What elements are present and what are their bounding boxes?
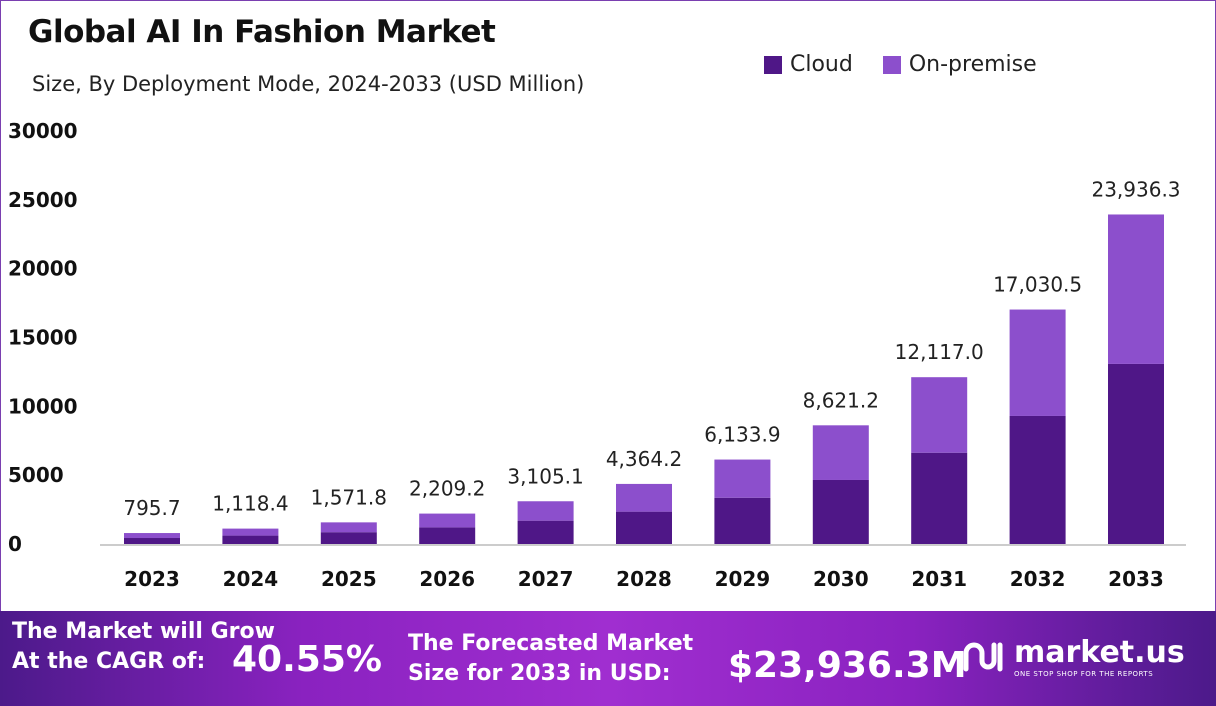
data-label-2033: 23,936.3 — [1091, 177, 1180, 201]
data-label-2025: 1,571.8 — [311, 485, 387, 509]
bar-cloud-2032 — [1009, 415, 1066, 544]
cagr-label-line1: The Market will Grow — [12, 619, 275, 644]
bar-cloud-2023 — [124, 538, 180, 544]
x-tick-label: 2027 — [518, 567, 574, 591]
bar-chart: 0 5000 10000 15000 20000 25000 30000 795.7 2023 1… — [8, 119, 1186, 591]
bar-on-premise-2024 — [222, 528, 279, 536]
data-label-2028: 4,364.2 — [606, 447, 682, 471]
data-label-2032: 17,030.5 — [993, 273, 1082, 297]
x-tick-label: 2032 — [1010, 567, 1066, 591]
bar-cloud-2033 — [1108, 363, 1164, 544]
y-tick-label: 15000 — [8, 326, 78, 350]
y-tick-label: 30000 — [8, 119, 78, 143]
cagr-label: The Market will Grow At the CAGR of: — [12, 617, 275, 677]
x-tick-label: 2029 — [715, 567, 771, 591]
bar-cloud-2029 — [714, 497, 771, 544]
legend-swatch-cloud — [764, 55, 782, 74]
x-tick-label: 2025 — [321, 567, 377, 591]
bar-on-premise-2029 — [714, 459, 771, 498]
bar-on-premise-2028 — [616, 483, 672, 512]
x-tick-label: 2023 — [124, 567, 180, 591]
bar-cloud-2030 — [812, 479, 869, 544]
legend: Cloud On-premise — [764, 52, 1037, 77]
legend-label-on-premise: On-premise — [908, 52, 1037, 77]
bar-cloud-2026 — [419, 527, 476, 544]
data-label-2023: 795.7 — [123, 496, 180, 520]
legend-swatch-on-premise — [882, 55, 901, 74]
forecast-label-line2: Size for 2033 in USD: — [408, 661, 671, 686]
footer-banner: The Market will Grow At the CAGR of: 40.5… — [0, 611, 1216, 706]
data-label-2027: 3,105.1 — [507, 464, 583, 488]
logo-tagline: ONE STOP SHOP FOR THE REPORTS — [1014, 670, 1154, 678]
bar-on-premise-2025 — [320, 522, 377, 533]
x-tick-label: 2033 — [1108, 567, 1164, 591]
x-tick-label: 2030 — [813, 567, 869, 591]
bar-cloud-2027 — [517, 520, 574, 544]
y-tick-label: 25000 — [8, 188, 78, 212]
data-label-2030: 8,621.2 — [803, 388, 879, 412]
bar-cloud-2028 — [616, 511, 672, 544]
bar-on-premise-2026 — [419, 513, 476, 528]
chart-title: Global AI In Fashion Market — [28, 14, 496, 50]
bar-on-premise-2031 — [911, 377, 968, 453]
legend-item-on-premise: On-premise — [882, 52, 1037, 77]
chart-subtitle: Size, By Deployment Mode, 2024-2033 (USD… — [32, 72, 585, 96]
legend-item-cloud: Cloud — [764, 52, 853, 77]
y-tick-label: 10000 — [8, 394, 78, 418]
market-us-logo: market.us ONE STOP SHOP FOR THE REPORTS — [962, 635, 1185, 678]
bar-on-premise-2032 — [1009, 309, 1066, 416]
x-tick-label: 2024 — [223, 567, 279, 591]
logo-icon — [963, 642, 1003, 671]
y-tick-label: 5000 — [8, 463, 64, 487]
bar-on-premise-2030 — [812, 425, 869, 480]
data-label-2031: 12,117.0 — [895, 340, 984, 364]
bar-on-premise-2027 — [517, 501, 574, 521]
cagr-label-line2: At the CAGR of: — [12, 649, 206, 674]
bar-cloud-2025 — [320, 532, 377, 544]
x-tick-label: 2026 — [419, 567, 475, 591]
forecast-label-line1: The Forecasted Market — [408, 631, 694, 656]
legend-label-cloud: Cloud — [790, 52, 853, 77]
data-label-2029: 6,133.9 — [704, 423, 780, 447]
x-tick-label: 2031 — [911, 567, 967, 591]
forecast-label: The Forecasted Market Size for 2033 in US… — [408, 629, 693, 689]
data-label-2024: 1,118.4 — [212, 492, 288, 516]
y-tick-label: 20000 — [8, 257, 78, 281]
bar-on-premise-2033 — [1108, 214, 1164, 364]
bar-cloud-2024 — [222, 535, 279, 544]
x-tick-label: 2028 — [616, 567, 672, 591]
bar-cloud-2031 — [911, 452, 968, 544]
bar-on-premise-2023 — [124, 533, 180, 539]
logo-text: market.us — [1014, 635, 1185, 670]
y-tick-label: 0 — [8, 532, 22, 556]
cagr-value: 40.55% — [232, 639, 382, 680]
forecast-value: $23,936.3M — [728, 645, 967, 686]
data-label-2026: 2,209.2 — [409, 477, 485, 501]
